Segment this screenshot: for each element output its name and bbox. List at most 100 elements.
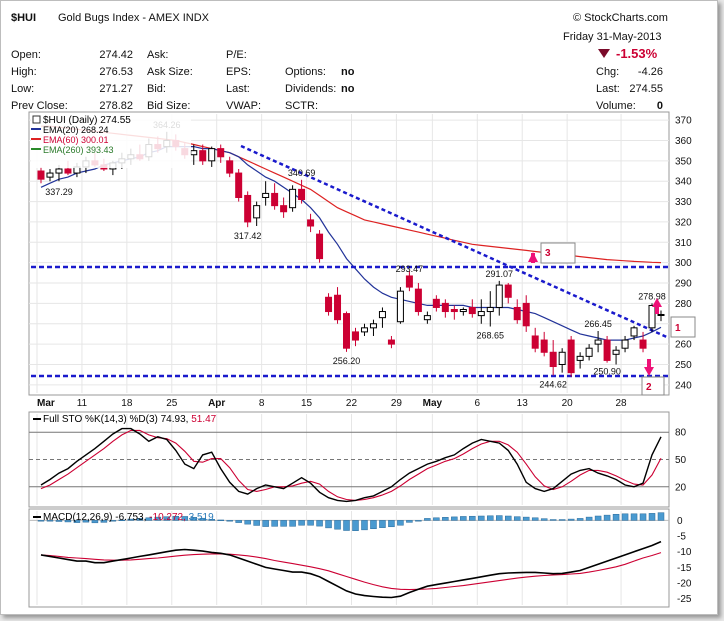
macd-histogram-bar bbox=[370, 520, 377, 530]
up-arrow-shaft bbox=[531, 253, 535, 263]
date-label: Friday 31-May-2013 bbox=[563, 31, 661, 43]
x-tick-label: Mar bbox=[37, 398, 55, 409]
macd-histogram-bar bbox=[657, 512, 665, 521]
candle-body bbox=[226, 160, 234, 174]
macd-histogram-bar bbox=[55, 520, 63, 522]
macd-histogram-bar bbox=[639, 513, 647, 521]
macd-histogram-bar bbox=[531, 517, 539, 521]
candle-body bbox=[190, 150, 198, 156]
y-tick-labels: 3703603503403303203103002902802702602502… bbox=[675, 116, 692, 392]
price-legend: $HUI (Daily) 274.55 EMA(20) 268.24 EMA(6… bbox=[31, 113, 191, 168]
candle-body bbox=[244, 194, 252, 223]
candle-body bbox=[603, 339, 611, 361]
price-y-tick: 290 bbox=[675, 279, 692, 290]
candle-body bbox=[594, 339, 602, 345]
x-tick-label: 25 bbox=[166, 398, 178, 409]
macd-histogram-bar bbox=[513, 516, 521, 521]
macd-histogram-bar bbox=[504, 515, 512, 521]
macd-histogram-bar bbox=[82, 520, 90, 523]
macd-histogram-bar bbox=[558, 519, 566, 521]
options-label: Options: bbox=[285, 66, 326, 78]
down-arrow-icon bbox=[644, 367, 654, 376]
macd-histogram-bar bbox=[208, 519, 215, 521]
candle-body bbox=[531, 335, 539, 349]
macd-histogram-bar bbox=[352, 520, 359, 531]
price-annotation: 340.69 bbox=[288, 168, 316, 178]
x-tick-label: 18 bbox=[121, 398, 133, 409]
legend-ema60: EMA(60) 300.01 bbox=[43, 135, 109, 145]
trend-lines bbox=[31, 144, 670, 378]
x-tick-label: Apr bbox=[208, 398, 225, 409]
macd-histogram-bar bbox=[496, 515, 503, 521]
macd-histogram-bar bbox=[145, 517, 153, 521]
macd-histogram-bar bbox=[487, 515, 494, 521]
macd-histogram-bar bbox=[442, 517, 449, 521]
macd-histogram-bar bbox=[226, 520, 233, 522]
candle-body bbox=[477, 311, 485, 317]
price-y-tick: 300 bbox=[675, 258, 692, 269]
price-y-tick: 330 bbox=[675, 197, 692, 208]
sto-legend: Full STO %K(14,3) %D(3) 74.93, 51.47 bbox=[43, 414, 217, 425]
macd-histogram-bar bbox=[307, 520, 314, 526]
sto-k-line bbox=[40, 427, 662, 503]
legend-ema20: EMA(20) 268.24 bbox=[43, 125, 109, 135]
candle-body bbox=[378, 311, 386, 319]
macd-histogram-bar bbox=[621, 513, 629, 521]
price-y-tick: 350 bbox=[675, 156, 692, 167]
candle-body bbox=[585, 347, 593, 357]
sto-layer: 80 50 20 bbox=[29, 427, 687, 503]
macd-legend-prefix: MACD(12,26,9) -6.753, bbox=[43, 512, 149, 523]
candle-body bbox=[621, 339, 629, 349]
prev-close-value: 278.82 bbox=[99, 100, 133, 112]
macd-histogram-bar bbox=[235, 520, 242, 523]
macd-histogram-bar bbox=[199, 517, 206, 521]
down-triangle-icon bbox=[598, 49, 610, 58]
chg-label: Chg: bbox=[596, 66, 619, 78]
x-tick-label: 29 bbox=[391, 398, 403, 409]
macd-histogram-bar bbox=[397, 520, 404, 526]
candle-body bbox=[369, 323, 377, 329]
x-tick-label: 28 bbox=[615, 398, 627, 409]
macd-legend: MACD(12,26,9) -6.753, -10.272, 3.519 bbox=[43, 512, 214, 523]
price-annotation: 337.29 bbox=[45, 187, 73, 197]
price-annotation: 250.90 bbox=[593, 367, 621, 377]
macd-histogram-bar bbox=[460, 516, 467, 521]
index-name: Gold Bugs Index - AMEX INDX bbox=[58, 12, 210, 24]
macd-histogram-bar bbox=[109, 520, 117, 522]
price-annotation: 291.07 bbox=[485, 269, 513, 279]
macd-histogram-bar bbox=[190, 517, 198, 521]
macd-y-tick: 0 bbox=[677, 516, 683, 527]
macd-histogram-bar bbox=[73, 520, 81, 523]
down-arrow-shaft bbox=[647, 359, 651, 367]
macd-histogram-bar bbox=[181, 516, 189, 521]
candle-body bbox=[630, 327, 638, 337]
candle-body bbox=[334, 294, 342, 321]
macd-histogram-bar bbox=[478, 515, 485, 521]
price-annotation: 256.20 bbox=[333, 356, 361, 366]
candle-body bbox=[522, 302, 530, 327]
macd-histogram-bar bbox=[46, 520, 54, 522]
candle-body bbox=[576, 355, 584, 361]
macd-histogram-bar bbox=[289, 520, 296, 527]
macd-legend-signal: -10.272, bbox=[149, 512, 188, 523]
sto-y-tick: 20 bbox=[675, 482, 687, 493]
candle-body bbox=[289, 188, 297, 209]
candle-body bbox=[558, 351, 566, 365]
bid-size-label: Bid Size: bbox=[147, 100, 190, 112]
macd-histogram-bar bbox=[549, 519, 557, 521]
legend-main: $HUI (Daily) 274.55 bbox=[43, 115, 131, 126]
marker-1: 1 bbox=[675, 323, 681, 334]
last2-label: Last: bbox=[596, 83, 620, 95]
macd-histogram-bar bbox=[540, 518, 548, 521]
price-y-tick: 280 bbox=[675, 299, 692, 310]
macd-histogram-bar bbox=[603, 514, 611, 521]
macd-histogram-bar bbox=[316, 520, 323, 527]
macd-histogram-bar bbox=[630, 513, 638, 521]
candle-body bbox=[468, 306, 476, 315]
candles-layer bbox=[37, 131, 665, 377]
pe-label: P/E: bbox=[226, 49, 247, 61]
macd-y-tick: -20 bbox=[677, 579, 692, 590]
candle-body bbox=[235, 172, 243, 198]
price-annotation: 317.42 bbox=[234, 231, 262, 241]
candle-body bbox=[271, 192, 279, 207]
